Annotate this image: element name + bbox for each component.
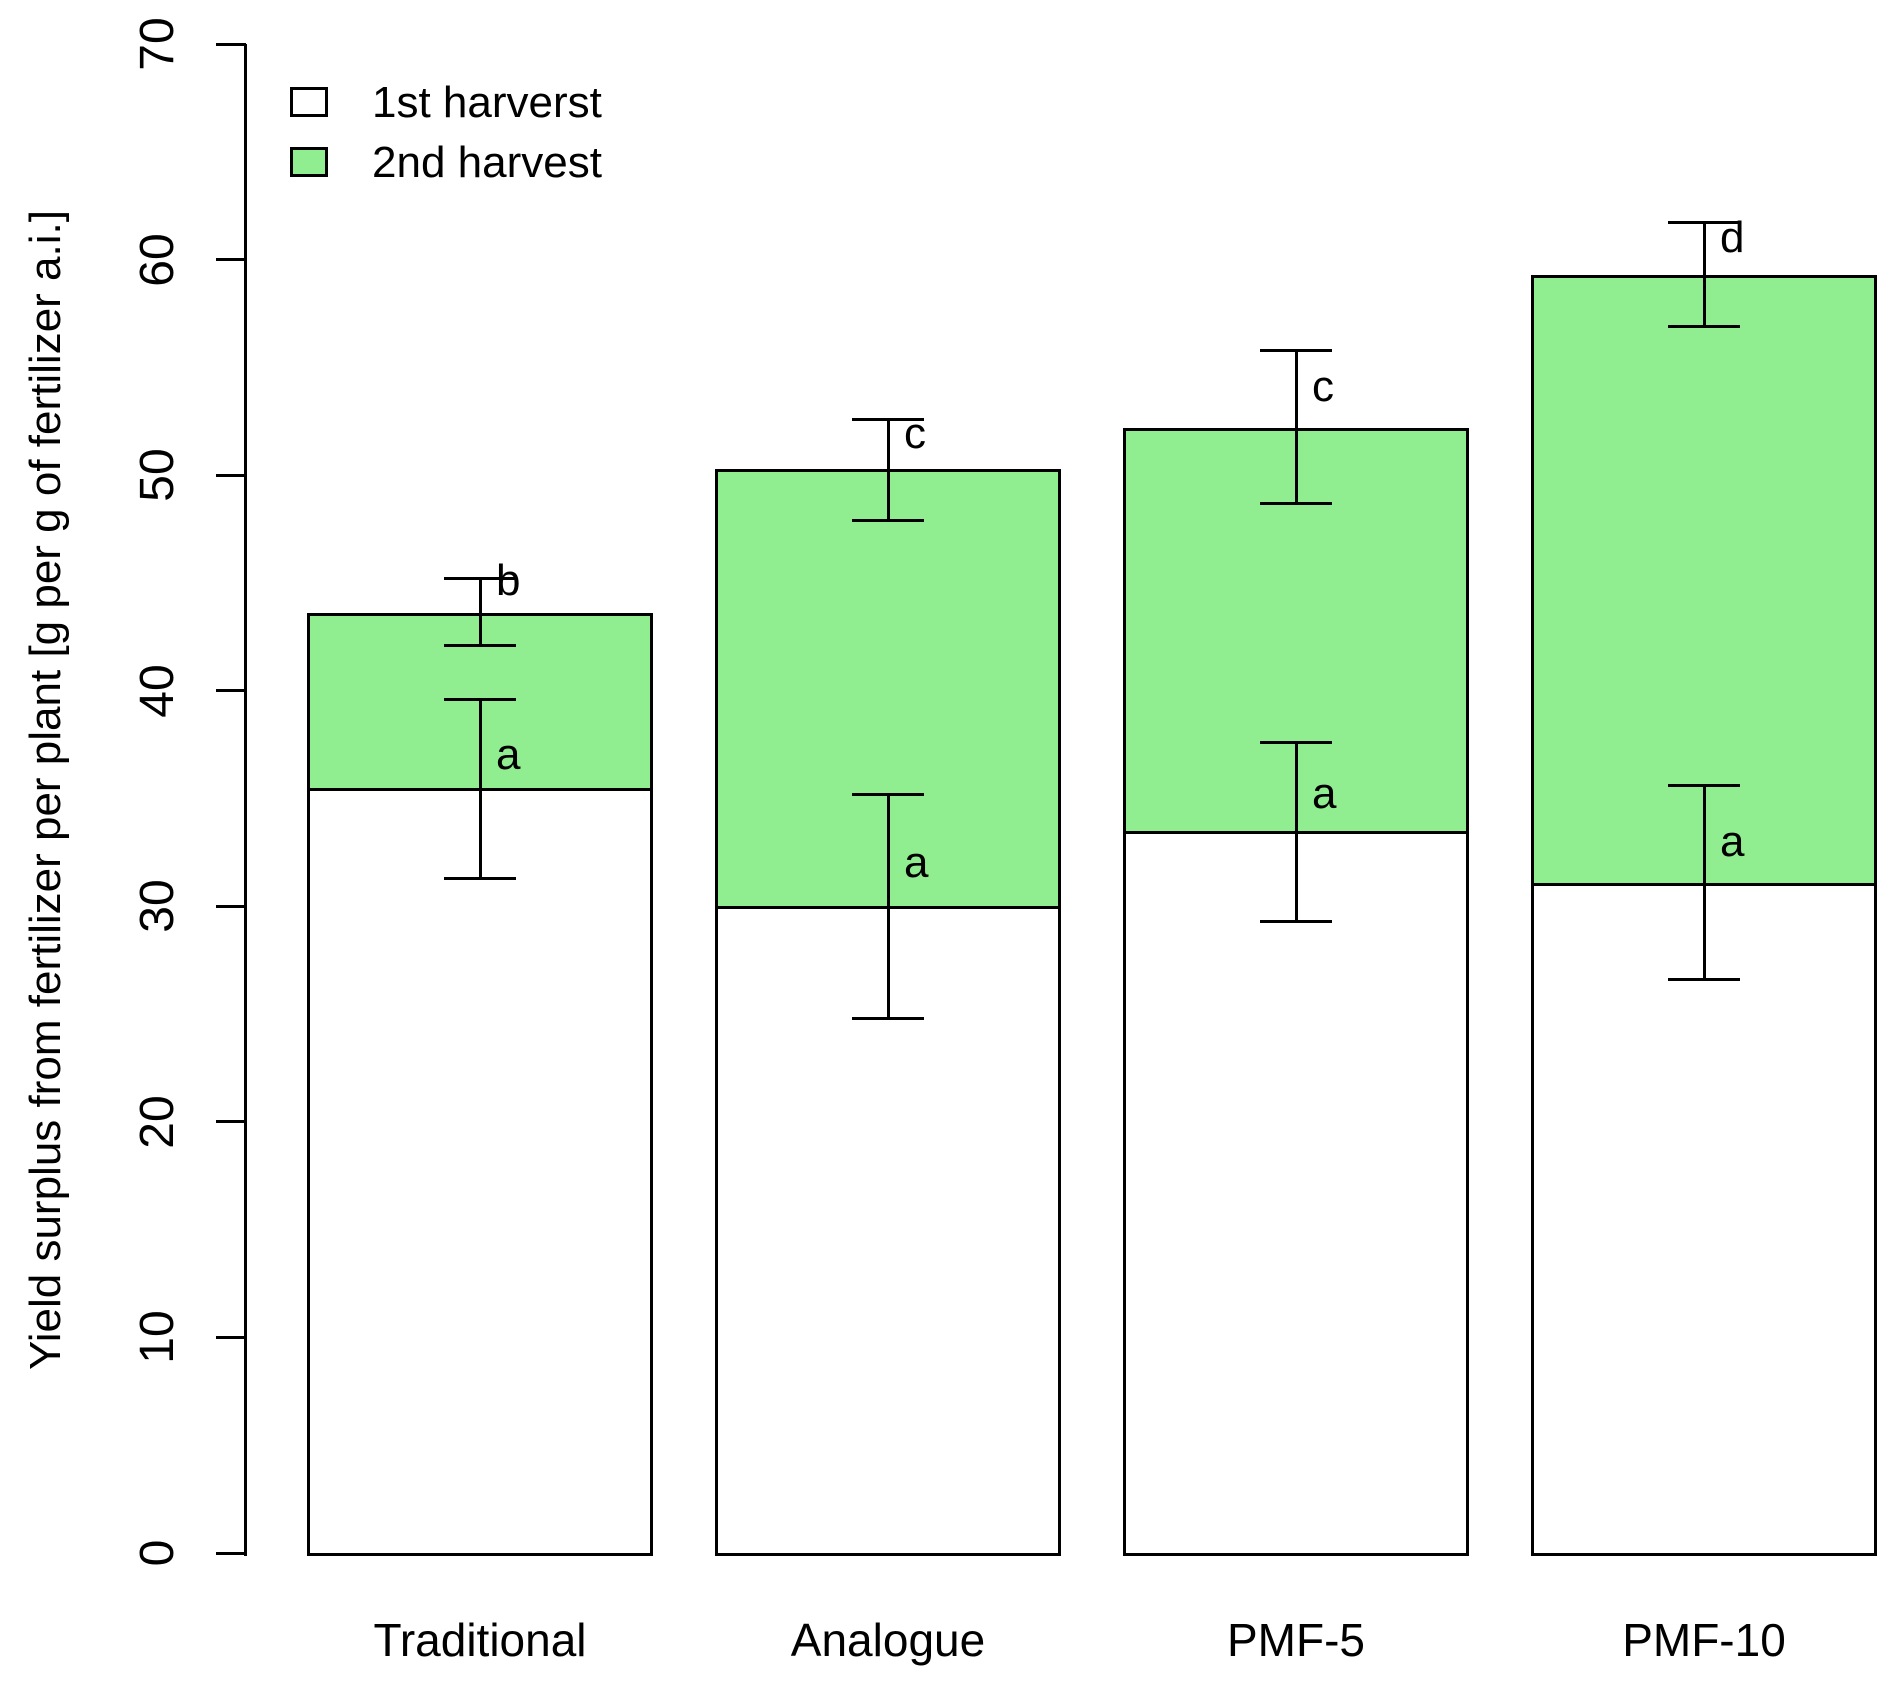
y-tick-mark [216,473,246,477]
error-bar-cap-total [852,518,924,522]
error-bar-cap-total [1260,348,1332,352]
error-bar-cap-first_harvest [444,697,516,701]
error-bar-cap-total [1668,324,1740,328]
error-bar-line-first_harvest [1294,742,1298,922]
y-tick-mark [216,258,246,262]
y-tick-mark [216,689,246,693]
error-bar-cap-first_harvest [852,792,924,796]
category-label-Traditional: Traditional [373,1614,587,1666]
error-bar-cap-first_harvest [1668,978,1740,982]
error-bar-line-first_harvest [478,699,482,879]
error-bar-line-first_harvest [1702,785,1706,980]
y-tick-label: 0 [131,1539,184,1567]
legend-swatch-2nd-harvest [290,147,328,177]
error-bar-line-total [1294,350,1298,504]
y-tick-mark [216,1335,246,1339]
error-bar-cap-total [444,577,516,581]
sig-letter: a [904,838,929,888]
sig-letter: a [1720,816,1745,866]
error-bar-line-total [886,419,890,521]
y-tick-label: 60 [131,232,184,287]
bar-PMF-10-2nd-harvest [1531,274,1877,886]
error-bar-cap-total [852,417,924,421]
y-tick-label: 40 [131,664,184,718]
error-bar-cap-first_harvest [1668,784,1740,788]
bar-PMF-5-1st-harvest [1123,830,1469,1556]
y-tick-mark [216,1551,246,1555]
legend-label-2nd-harvest: 2nd harvest [372,138,602,187]
y-tick-label: 30 [131,879,184,933]
y-tick-label: 10 [131,1310,184,1365]
category-label-PMF-10: PMF-10 [1622,1614,1786,1666]
sig-letter: b [496,555,521,605]
sig-letter: a [1312,769,1337,819]
error-bar-line-total [1702,222,1706,327]
bar-Traditional-1st-harvest [307,787,653,1556]
error-bar-cap-first_harvest [1260,919,1332,923]
y-tick-label: 50 [131,448,184,502]
y-tick-label: 70 [131,17,184,71]
error-bar-cap-first_harvest [852,1016,924,1020]
error-bar-cap-total [444,643,516,647]
bar-PMF-10-1st-harvest [1531,882,1877,1556]
error-bar-line-total [478,578,482,646]
y-tick-mark [216,42,246,46]
y-axis-line [244,44,247,1556]
legend-label-1st-harvest: 1st harverst [372,78,602,127]
legend-swatch-1st-harvest [290,87,328,117]
y-tick-mark [216,904,246,908]
sig-letter: c [1312,361,1334,411]
sig-letter: c [904,409,926,459]
error-bar-cap-total [1260,501,1332,505]
error-bar-cap-first_harvest [444,876,516,880]
sig-letter: a [496,730,521,780]
y-axis-title: Yield surplus from fertilizer per plant … [21,210,70,1370]
error-bar-line-first_harvest [886,794,890,1019]
error-bar-cap-total [1668,221,1740,225]
sig-letter: d [1720,213,1745,263]
category-label-PMF-5: PMF-5 [1227,1614,1365,1666]
y-tick-mark [216,1120,246,1124]
category-label-Analogue: Analogue [790,1614,986,1666]
y-tick-label: 20 [131,1095,184,1149]
error-bar-cap-first_harvest [1260,740,1332,744]
